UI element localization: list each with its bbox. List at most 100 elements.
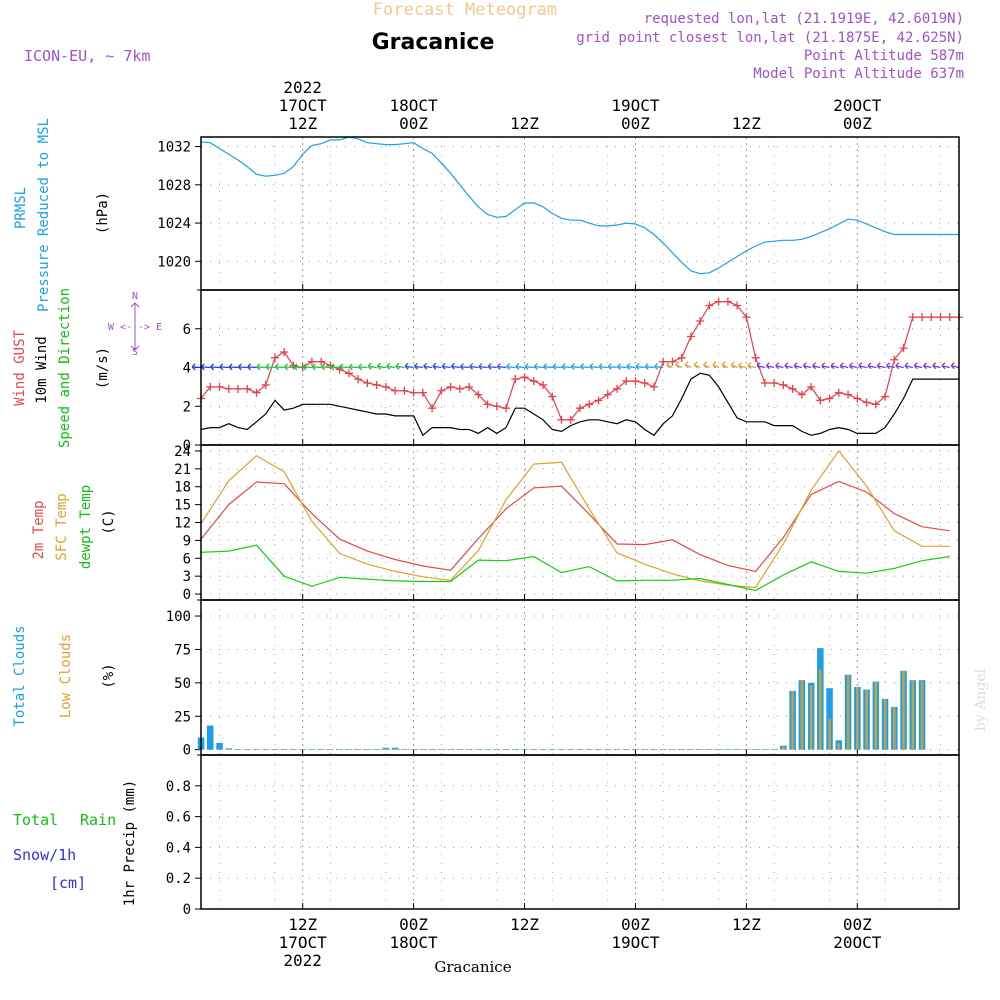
y-tick-label: 21 [174, 462, 191, 478]
low-cloud-bar [486, 749, 489, 750]
wind-arrow [247, 363, 257, 371]
footer-location: Gracanice [434, 958, 511, 976]
wind-arrow [730, 361, 738, 369]
panel-1: 1020 1024 1028 1032 [157, 136, 960, 291]
panel-frame [200, 754, 960, 910]
wind-arrow [675, 361, 682, 369]
wind-arrow [339, 363, 349, 371]
y-tick-label: 4 [183, 361, 191, 377]
wind-arrow [413, 362, 423, 370]
low-cloud-bar [430, 749, 434, 750]
gust-point [677, 353, 686, 362]
low-cloud-bar [560, 749, 563, 750]
gust-point [742, 313, 751, 322]
gust-point [307, 357, 316, 366]
p4-unit: (%) [101, 663, 117, 688]
wind-arrow [524, 363, 534, 371]
time-label: 20OCT [833, 933, 882, 952]
time-label: 18OCT [390, 96, 439, 115]
time-label: 19OCT [611, 96, 660, 115]
low-cloud-bar [245, 749, 249, 750]
series-dewpt-temp [200, 544, 950, 592]
y-tick-label: 6 [183, 322, 191, 338]
time-label: 18OCT [390, 933, 439, 952]
time-label: 20OCT [833, 96, 882, 115]
low-cloud-bar [366, 749, 369, 750]
wind-arrow [858, 362, 867, 370]
p5-label-cm: [cm] [50, 874, 86, 892]
gust-point [899, 344, 908, 353]
gust-point [492, 402, 501, 411]
low-cloud-bar [763, 749, 767, 750]
gust-point [446, 382, 455, 391]
time-label: 00Z [399, 915, 428, 934]
credit: by Angel [973, 668, 989, 731]
y-tick-label: 1028 [157, 178, 191, 194]
y-tick-label: 12 [174, 516, 191, 532]
p5-label-snow: Snow/1h [13, 846, 76, 864]
low-cloud-bar [634, 749, 637, 750]
gust-point [354, 375, 363, 384]
wind-arrow [821, 362, 830, 370]
gridpoint-coords: grid point closest lon,lat (21.1875E, 42… [576, 30, 964, 46]
wind-arrow [830, 362, 839, 370]
low-cloud-bar [865, 689, 868, 750]
point-altitude: Point Altitude 587m [804, 48, 964, 64]
low-cloud-bar [255, 749, 258, 750]
model-label: ICON-EU, ~ 7km [24, 47, 150, 65]
wind-arrow [478, 363, 488, 371]
y-tick-label: 50 [174, 676, 191, 692]
time-label: 00Z [399, 114, 428, 133]
low-cloud-bar [717, 749, 720, 750]
gust-point [686, 332, 695, 341]
gust-point [760, 379, 769, 387]
y-tick-label: 100 [166, 609, 191, 625]
gust-point [945, 313, 954, 322]
y-tick-label: 25 [174, 709, 191, 725]
series-wind-gust [200, 301, 959, 421]
gust-point [927, 313, 936, 322]
wind-arrow [237, 363, 248, 371]
low-cloud-bar [828, 718, 831, 750]
low-cloud-bar [782, 745, 785, 750]
wind-arrow [895, 362, 904, 370]
gust-point [280, 348, 289, 356]
low-cloud-bar [449, 749, 452, 750]
panel-3: 0 3 6 912 15 18 21 24 [174, 444, 960, 603]
gust-point [557, 415, 566, 424]
low-cloud-bar [745, 749, 748, 750]
gust-point [807, 382, 816, 391]
gust-point [317, 357, 326, 366]
time-label: 12Z [288, 114, 317, 133]
low-cloud-bar [347, 749, 351, 750]
time-label: 00Z [621, 114, 650, 133]
y-tick-label: 24 [174, 444, 191, 460]
gust-point [834, 388, 843, 397]
low-cloud-bar [689, 749, 693, 750]
p2-label-1: Wind GUST [12, 330, 28, 406]
wind-arrow [793, 362, 803, 370]
p3-unit: (C) [101, 509, 117, 534]
p4-label-2: Low Clouds [58, 634, 74, 718]
wind-arrow [487, 363, 497, 371]
model-altitude: Model Point Altitude 637m [753, 66, 964, 82]
wind-arrow [552, 363, 562, 371]
low-cloud-bar [467, 749, 471, 750]
wind-arrow [386, 362, 396, 370]
low-cloud-bar [643, 749, 646, 750]
gust-point [381, 382, 390, 391]
p1-unit: (hPa) [95, 192, 111, 234]
gust-point [696, 317, 705, 325]
gust-point [668, 357, 677, 366]
low-cloud-bar [319, 749, 323, 750]
low-cloud-bar [661, 749, 665, 750]
gust-point [465, 382, 474, 391]
low-cloud-bar [477, 749, 480, 750]
time-label: 19OCT [611, 933, 660, 952]
panel-4: 0 25 50 75 100 [166, 599, 960, 759]
gust-point [372, 380, 381, 389]
gust-point [400, 386, 409, 395]
time-label: 2022 [283, 78, 322, 97]
p5-unit: 1hr Precip (mm) [122, 780, 138, 906]
wind-arrow [469, 363, 479, 371]
